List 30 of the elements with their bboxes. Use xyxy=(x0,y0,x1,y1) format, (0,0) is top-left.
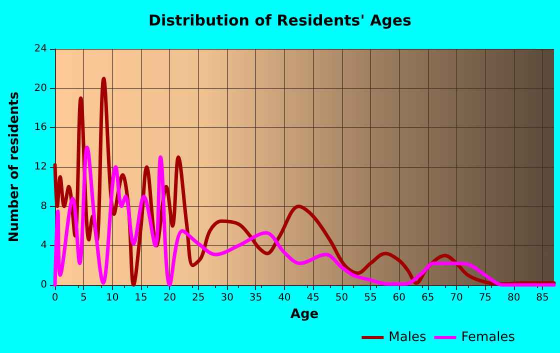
x-tick-label: 5 xyxy=(80,292,87,304)
x-tick-label: 25 xyxy=(192,292,205,304)
x-tick-label: 45 xyxy=(306,292,320,304)
y-axis-title: Number of residents xyxy=(7,91,22,242)
y-tick-label: 16 xyxy=(34,122,47,134)
legend-label: Males xyxy=(388,330,426,345)
x-tick-label: 70 xyxy=(450,292,463,304)
y-tick-label: 20 xyxy=(34,82,47,94)
x-axis-title: Age xyxy=(290,306,319,322)
x-tick-label: 65 xyxy=(421,292,434,304)
x-tick-label: 75 xyxy=(478,292,492,304)
x-tick-label: 0 xyxy=(52,292,58,304)
chart-title: Distribution of Residents' Ages xyxy=(148,12,412,30)
y-tick-label: 8 xyxy=(40,200,47,212)
x-tick-label: 85 xyxy=(536,292,549,304)
y-tick-label: 4 xyxy=(40,240,47,252)
y-tick-label: 12 xyxy=(34,162,47,172)
x-tick-label: 60 xyxy=(392,292,406,304)
x-tick-label: 15 xyxy=(134,292,148,304)
x-tick-label: 50 xyxy=(335,292,348,304)
legend-label: Females xyxy=(461,330,516,345)
x-tick-label: 35 xyxy=(249,292,262,304)
x-tick-label: 80 xyxy=(507,292,520,304)
x-tick-label: 40 xyxy=(278,292,291,304)
x-tick-label: 30 xyxy=(220,292,234,304)
x-tick-label: 20 xyxy=(163,292,176,304)
y-tick-label: 0 xyxy=(40,280,47,290)
x-tick-label: 10 xyxy=(106,292,119,304)
x-tick-label: 55 xyxy=(364,292,377,304)
y-tick-label: 24 xyxy=(34,44,47,54)
